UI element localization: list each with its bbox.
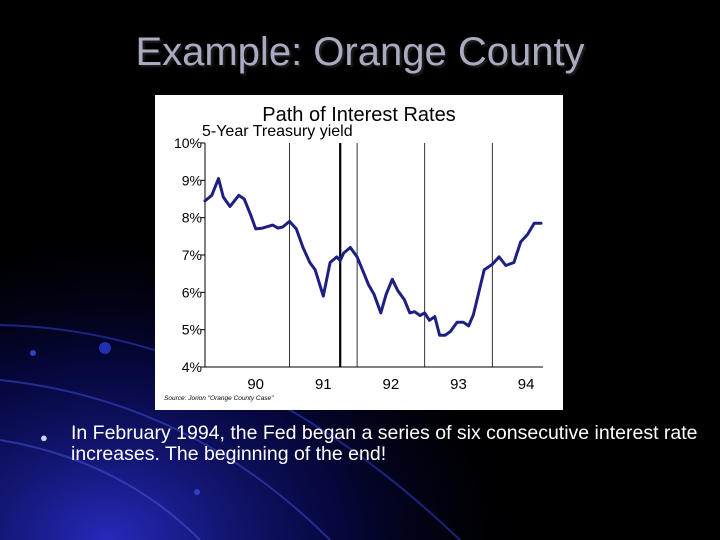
- x-tick-label: 91: [315, 376, 332, 393]
- chart-subtitle: 5-Year Treasury yield: [202, 123, 353, 140]
- series-line-treasury-yield: [203, 177, 543, 337]
- y-tick-label: 4%: [182, 359, 202, 375]
- y-tick-label: 10%: [174, 135, 202, 151]
- x-tick-label: 94: [518, 376, 535, 393]
- x-tick-label: 92: [383, 376, 400, 393]
- y-tick-label: 5%: [182, 322, 202, 338]
- y-tick-label: 9%: [182, 172, 202, 188]
- x-tick-label: 93: [450, 376, 467, 393]
- chart-source-note: Source: Jorion "Orange County Case": [164, 395, 274, 402]
- bullet-text: In February 1994, the Fed began a series…: [71, 422, 698, 465]
- y-tick-label: 7%: [182, 247, 202, 263]
- y-tick-label: 6%: [182, 284, 202, 300]
- interest-rate-chart: Path of Interest Rates 5-Year Treasury y…: [164, 104, 543, 402]
- chart-panel: Path of Interest Rates 5-Year Treasury y…: [155, 95, 563, 410]
- y-tick-label: 8%: [182, 210, 202, 226]
- slide-title: Example: Orange County: [135, 30, 585, 74]
- chart-title: Path of Interest Rates: [262, 104, 455, 126]
- x-tick-label: 90: [247, 376, 264, 393]
- bullet-icon: ●: [40, 430, 48, 445]
